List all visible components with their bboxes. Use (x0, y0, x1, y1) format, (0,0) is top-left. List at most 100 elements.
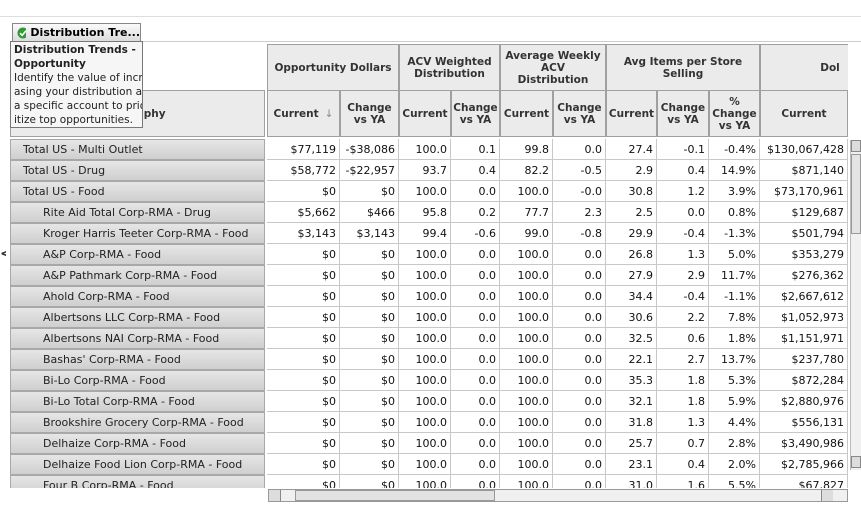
data-cell: 35.3 (606, 370, 657, 391)
column-header-text[interactable]: Change vs YA (557, 101, 602, 126)
data-cell: $2,785,966 (760, 454, 848, 475)
data-cell: 77.7 (500, 202, 553, 223)
data-cell: $501,794 (760, 223, 848, 244)
data-cell: 2.5 (606, 202, 657, 223)
data-cell: 100.0 (399, 349, 451, 370)
data-cell: 93.7 (399, 160, 451, 181)
data-cell: 0.0 (553, 349, 606, 370)
data-cell: 100.0 (500, 454, 553, 475)
data-cell: 5.5% (709, 475, 760, 488)
data-cell: 0.0 (451, 475, 500, 488)
data-cell: 4.4% (709, 412, 760, 433)
data-cell: -0.8 (553, 223, 606, 244)
tooltip-line: Identify the value of incre (14, 72, 143, 84)
data-cell: 0.0 (553, 139, 606, 160)
data-cell: 34.4 (606, 286, 657, 307)
data-cell: $0 (267, 433, 340, 454)
data-cell: 30.6 (606, 307, 657, 328)
scroll-thumb[interactable] (851, 154, 861, 234)
column-header-text[interactable]: % Change vs YA (712, 95, 757, 132)
tooltip-line: a specific account to prior (14, 100, 143, 112)
data-cell: $871,140 (760, 160, 848, 181)
tooltip-title: Distribution Trends - Opportunity (14, 44, 136, 70)
scroll-down[interactable] (851, 456, 861, 468)
data-cell: $0 (340, 412, 399, 433)
data-cell: 25.7 (606, 433, 657, 454)
data-cell: 30.8 (606, 181, 657, 202)
data-cell: 2.9 (657, 265, 709, 286)
data-cell: $0 (340, 181, 399, 202)
column-header: Change vs YA (657, 90, 709, 137)
data-cell: 0.0 (451, 181, 500, 202)
data-cell: 100.0 (399, 328, 451, 349)
data-cell: 0.0 (451, 412, 500, 433)
column-header: Change vs YA (451, 90, 500, 137)
column-header: Current (399, 90, 451, 137)
data-cell: $77,119 (267, 139, 340, 160)
data-cell: 29.9 (606, 223, 657, 244)
column-header-text[interactable]: Change vs YA (347, 101, 392, 126)
data-cell: 95.8 (399, 202, 451, 223)
data-cell: 0.0 (553, 244, 606, 265)
data-cell: $129,687 (760, 202, 848, 223)
column-header-text[interactable]: Change vs YA (453, 101, 498, 126)
data-cell: 100.0 (500, 412, 553, 433)
row-label: Brookshire Grocery Corp-RMA - Food (10, 412, 265, 433)
data-cell: 0.1 (451, 139, 500, 160)
scroll-right[interactable] (821, 490, 833, 501)
scroll-up[interactable] (851, 140, 861, 152)
data-cell: 100.0 (399, 391, 451, 412)
data-cell: 3.9% (709, 181, 760, 202)
data-cell: 5.0% (709, 244, 760, 265)
tab[interactable]: Distribution Tre... (12, 23, 141, 42)
data-cell: -$38,086 (340, 139, 399, 160)
column-header-text[interactable]: Current (273, 107, 319, 120)
scroll-thumb-h[interactable] (295, 490, 495, 501)
row-label: Bi-Lo Total Corp-RMA - Food (10, 391, 265, 412)
data-cell: $2,667,612 (760, 286, 848, 307)
data-cell: $0 (267, 307, 340, 328)
data-cell: 31.8 (606, 412, 657, 433)
data-cell: 100.0 (500, 475, 553, 488)
data-cell: 0.0 (553, 307, 606, 328)
data-cell: 2.8% (709, 433, 760, 454)
data-cell: 22.1 (606, 349, 657, 370)
data-cell: 100.0 (500, 286, 553, 307)
column-header-text[interactable]: Current (503, 107, 550, 120)
sort-marker[interactable]: ↓ (324, 107, 334, 120)
column-header-text[interactable]: Change vs YA (660, 101, 706, 126)
data-cell: 1.3 (657, 412, 709, 433)
data-cell: 2.7 (657, 349, 709, 370)
v-scrollbar[interactable] (850, 140, 861, 470)
column-header-text[interactable]: Current (402, 107, 448, 120)
data-cell: $0 (267, 244, 340, 265)
data-cell: $0 (340, 307, 399, 328)
data-cell: 0.7 (657, 433, 709, 454)
group-header: Opportunity Dollars (267, 44, 399, 91)
data-cell: -$22,957 (340, 160, 399, 181)
data-cell: $0 (267, 181, 340, 202)
row-label: Delhaize Food Lion Corp-RMA - Food (10, 454, 265, 475)
data-cell: 27.4 (606, 139, 657, 160)
column-header-text[interactable]: Current (781, 107, 827, 120)
data-cell: $0 (267, 391, 340, 412)
column-header: Change vs YA (340, 90, 399, 137)
data-cell: 0.0 (553, 286, 606, 307)
data-cell: 0.2 (451, 202, 500, 223)
column-header-text[interactable]: Current (608, 107, 655, 120)
data-cell: $0 (340, 328, 399, 349)
collapse-arrow[interactable]: < (0, 246, 6, 260)
data-cell: 0.0 (553, 370, 606, 391)
data-cell: 1.8 (657, 391, 709, 412)
tab-label: Distribution Tre... (30, 26, 140, 39)
data-cell: 14.9% (709, 160, 760, 181)
data-cell: $3,143 (340, 223, 399, 244)
data-cell: $276,362 (760, 265, 848, 286)
data-cell: 100.0 (500, 265, 553, 286)
data-cell: 0.0 (553, 391, 606, 412)
data-cell: $1,052,973 (760, 307, 848, 328)
scroll-left[interactable] (269, 490, 281, 501)
h-scrollbar[interactable] (268, 489, 848, 502)
data-cell: -0.4 (657, 286, 709, 307)
